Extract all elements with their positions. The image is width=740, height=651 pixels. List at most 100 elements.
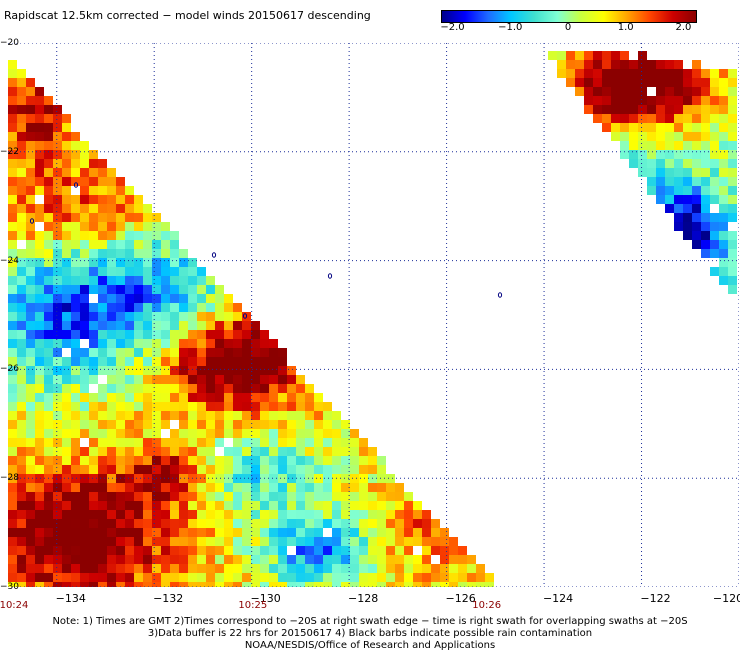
island-outline: [29, 218, 35, 224]
wind-cell: [161, 447, 170, 456]
wind-cell: [26, 375, 35, 384]
wind-cell: [233, 447, 242, 456]
wind-cell: [98, 321, 107, 330]
wind-cell: [71, 303, 80, 312]
wind-cell: [134, 492, 143, 501]
wind-cell: [197, 528, 206, 537]
wind-cell: [206, 285, 215, 294]
wind-cell: [710, 159, 719, 168]
wind-cell: [215, 456, 224, 465]
wind-cell: [305, 564, 314, 573]
wind-cell: [98, 276, 107, 285]
wind-cell: [26, 501, 35, 510]
wind-cell: [206, 456, 215, 465]
wind-cell: [35, 366, 44, 375]
wind-cell: [647, 78, 656, 87]
wind-cell: [350, 537, 359, 546]
wind-cell: [44, 510, 53, 519]
wind-cell: [449, 582, 458, 587]
wind-cell: [350, 429, 359, 438]
wind-cell: [206, 438, 215, 447]
wind-cell: [719, 141, 728, 150]
wind-cell: [44, 366, 53, 375]
wind-cell: [125, 420, 134, 429]
wind-cell: [368, 573, 377, 582]
wind-cell: [242, 348, 251, 357]
wind-cell: [134, 438, 143, 447]
wind-cell: [62, 384, 71, 393]
wind-cell: [143, 312, 152, 321]
wind-cell: [251, 357, 260, 366]
wind-cell: [692, 87, 701, 96]
swath-time-label: 10:26: [472, 600, 502, 611]
wind-cell: [728, 132, 737, 141]
wind-cell: [260, 384, 269, 393]
wind-cell: [161, 546, 170, 555]
wind-cell: [35, 483, 44, 492]
wind-cell: [107, 537, 116, 546]
wind-cell: [44, 339, 53, 348]
wind-cell: [332, 573, 341, 582]
wind-cell: [89, 564, 98, 573]
wind-cell: [413, 528, 422, 537]
wind-cell: [305, 384, 314, 393]
wind-cell: [44, 105, 53, 114]
wind-cell: [62, 267, 71, 276]
wind-cell: [710, 267, 719, 276]
wind-cell: [71, 132, 80, 141]
wind-cell: [26, 555, 35, 564]
wind-cell: [26, 384, 35, 393]
wind-cell: [8, 258, 17, 267]
wind-cell: [197, 429, 206, 438]
wind-cell: [629, 105, 638, 114]
wind-cell: [728, 105, 737, 114]
wind-cell: [53, 447, 62, 456]
wind-cell: [341, 510, 350, 519]
wind-cell: [260, 420, 269, 429]
wind-cell: [224, 483, 233, 492]
wind-cell: [62, 564, 71, 573]
note-line-1: Note: 1) Times are GMT 2)Times correspon…: [52, 616, 688, 627]
wind-cell: [197, 447, 206, 456]
wind-cell: [107, 357, 116, 366]
wind-cell: [233, 357, 242, 366]
wind-cell: [350, 528, 359, 537]
wind-cell: [17, 519, 26, 528]
wind-cell: [44, 375, 53, 384]
wind-cell: [242, 420, 251, 429]
wind-cell: [251, 330, 260, 339]
wind-cell: [719, 96, 728, 105]
wind-cell: [719, 276, 728, 285]
wind-cell: [377, 573, 386, 582]
wind-cell: [233, 564, 242, 573]
wind-cell: [287, 447, 296, 456]
wind-cell: [125, 276, 134, 285]
wind-cell: [44, 222, 53, 231]
wind-cell: [8, 285, 17, 294]
wind-cell: [188, 357, 197, 366]
wind-cell: [647, 141, 656, 150]
wind-cell: [125, 555, 134, 564]
wind-cell: [260, 519, 269, 528]
wind-cell: [161, 240, 170, 249]
wind-cell: [179, 528, 188, 537]
wind-cell: [89, 339, 98, 348]
wind-cell: [161, 420, 170, 429]
wind-cell: [98, 510, 107, 519]
note-line-3: NOAA/NESDIS/Office of Research and Appli…: [244, 640, 496, 651]
wind-cell: [656, 96, 665, 105]
wind-cell: [386, 582, 395, 587]
wind-cell: [26, 312, 35, 321]
wind-cell: [278, 402, 287, 411]
wind-cell: [89, 276, 98, 285]
wind-cell: [134, 456, 143, 465]
wind-cell: [683, 132, 692, 141]
wind-cell: [134, 573, 143, 582]
wind-cell: [224, 312, 233, 321]
wind-cell: [26, 240, 35, 249]
wind-cell: [422, 573, 431, 582]
wind-cell: [71, 267, 80, 276]
wind-cell: [251, 492, 260, 501]
wind-cell: [701, 78, 710, 87]
wind-cell: [395, 528, 404, 537]
